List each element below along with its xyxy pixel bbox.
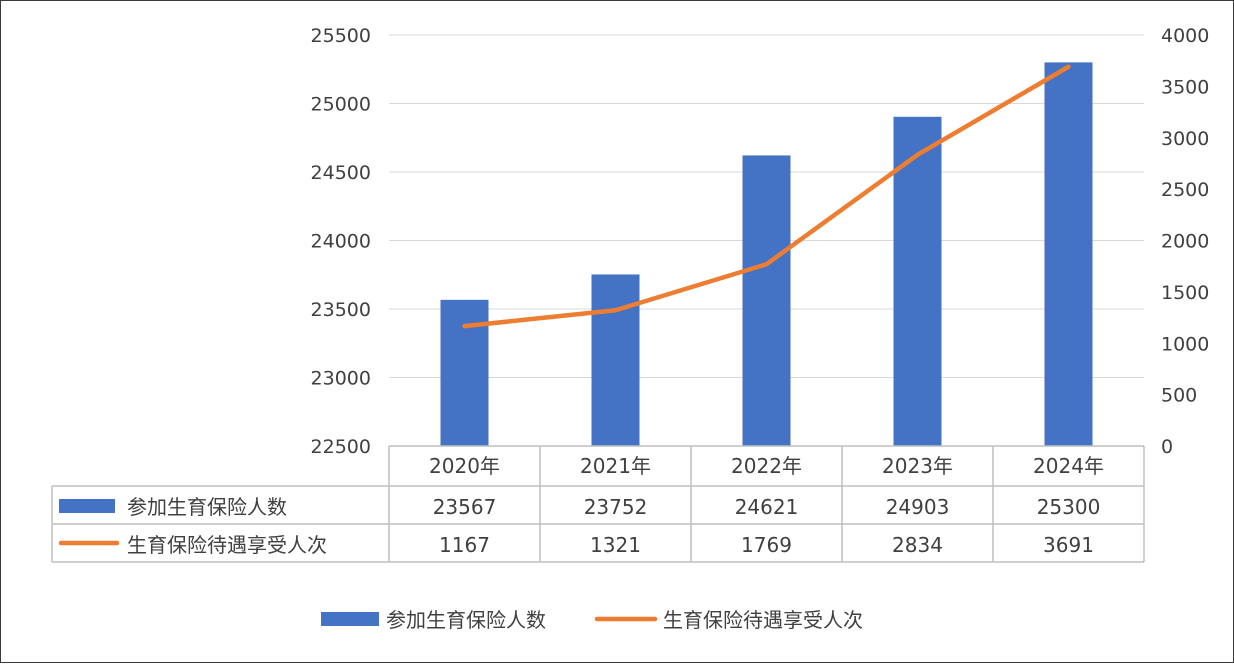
bar-2022年 — [743, 155, 791, 446]
category-label: 2022年 — [731, 454, 802, 478]
table-cell-bar-value: 24621 — [735, 495, 799, 519]
y-right-tick-label: 1500 — [1161, 282, 1209, 304]
y-left-tick-label: 25000 — [311, 94, 371, 116]
y-left-tick-label: 25500 — [311, 25, 371, 47]
y-right-tick-label: 3000 — [1161, 128, 1209, 150]
table-cell-line-value: 3691 — [1043, 533, 1094, 557]
table-cell-bar-value: 24903 — [886, 495, 950, 519]
y-right-tick-label: 3500 — [1161, 76, 1209, 98]
y-right-tick-label: 500 — [1161, 385, 1197, 407]
y-left-tick-label: 24500 — [311, 162, 371, 184]
table-cell-bar-value: 25300 — [1037, 495, 1101, 519]
category-label: 2020年 — [429, 454, 500, 478]
y-right-tick-label: 4000 — [1161, 25, 1209, 47]
y-right-tick-label: 1000 — [1161, 333, 1209, 355]
category-label: 2024年 — [1033, 454, 1104, 478]
bar-2024年 — [1045, 62, 1093, 446]
category-label: 2021年 — [580, 454, 651, 478]
bar-2020年 — [441, 300, 489, 446]
y-left-tick-label: 23000 — [311, 368, 371, 390]
table-row-label: 参加生育保险人数 — [127, 495, 287, 519]
y-left-tick-label: 23500 — [311, 299, 371, 321]
y-right-tick-label: 0 — [1161, 436, 1173, 458]
legend-label: 生育保险待遇享受人次 — [663, 608, 863, 632]
table-cell-line-value: 1769 — [741, 533, 792, 557]
y-left-tick-label: 24000 — [311, 231, 371, 253]
category-label: 2023年 — [882, 454, 953, 478]
y-left-tick-label: 22500 — [311, 436, 371, 458]
y-right-tick-label: 2500 — [1161, 179, 1209, 201]
table-cell-bar-value: 23567 — [433, 495, 497, 519]
table-row-label: 生育保险待遇享受人次 — [127, 533, 327, 557]
table-key-bar — [59, 499, 115, 513]
table-cell-line-value: 1321 — [590, 533, 641, 557]
table-cell-bar-value: 23752 — [584, 495, 648, 519]
y-right-tick-label: 2000 — [1161, 231, 1209, 253]
legend-label: 参加生育保险人数 — [386, 608, 546, 632]
legend-key-bar — [321, 612, 379, 626]
table-cell-line-value: 1167 — [439, 533, 490, 557]
bar-2021年 — [592, 274, 640, 446]
table-cell-line-value: 2834 — [892, 533, 943, 557]
